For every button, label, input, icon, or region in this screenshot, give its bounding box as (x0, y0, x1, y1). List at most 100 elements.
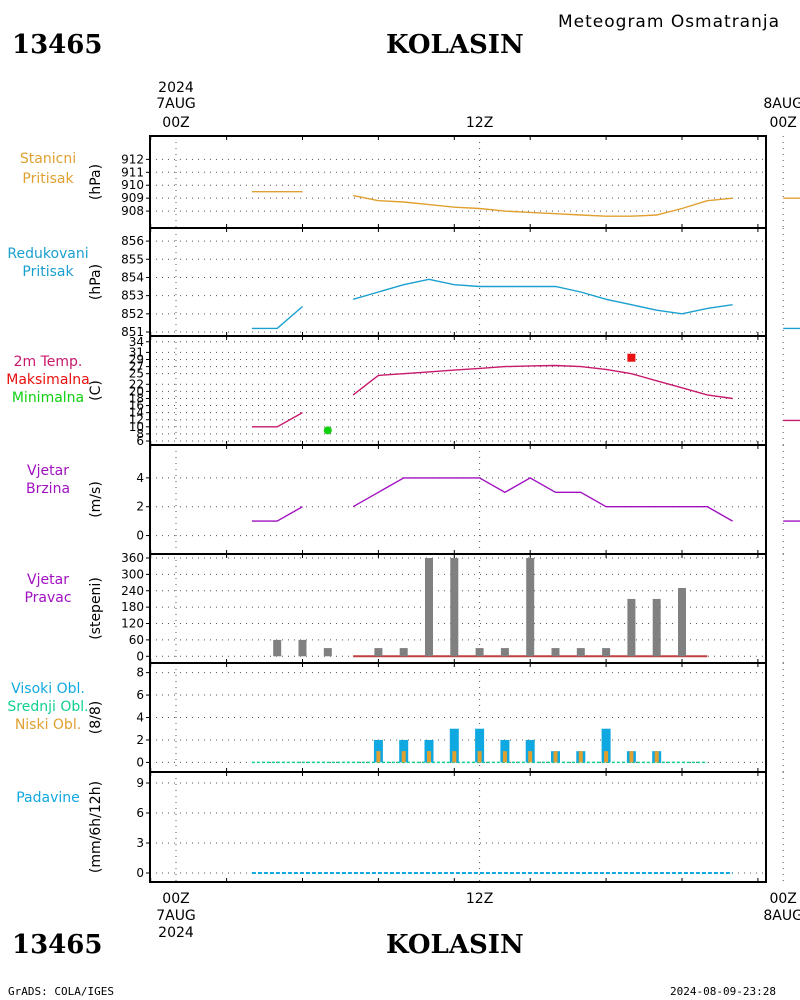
y-tick-label: 16 (129, 399, 144, 413)
bar (323, 648, 332, 657)
panel-label: Vjetar (27, 463, 69, 479)
bar (374, 648, 383, 657)
station-name-top: KOLASIN (386, 30, 524, 60)
low-cloud-bar (578, 751, 583, 763)
bar (450, 558, 459, 657)
low-cloud-bar (502, 751, 507, 763)
y-tick-label: 852 (121, 307, 144, 321)
y-tick-label: 8 (136, 427, 144, 441)
low-cloud-bar (427, 751, 431, 763)
y-tick-label: 12 (129, 413, 144, 427)
y-axis-label: (8/8) (88, 701, 104, 734)
bar (425, 558, 433, 657)
bar (298, 639, 307, 657)
bar (678, 588, 686, 657)
y-tick-label: 0 (136, 529, 144, 543)
bar (273, 639, 282, 657)
bar (475, 648, 484, 657)
y-tick-label: 4 (136, 471, 144, 485)
y-tick-label: 8 (136, 666, 144, 680)
series-line (352, 278, 733, 315)
series-line (783, 197, 800, 199)
time-tick-label-top: 00Z (162, 115, 189, 131)
bar (500, 648, 509, 657)
y-tick-label: 855 (121, 252, 144, 266)
low-cloud-bar (401, 751, 406, 763)
date-label-bottom: 8AUG (763, 908, 800, 924)
y-tick-label: 240 (121, 584, 144, 598)
y-axis-label: (mm/6h/12h) (88, 781, 104, 873)
year-label-top: 2024 (158, 80, 194, 96)
y-tick-label: 3 (136, 836, 144, 850)
y-axis-label: (hPa) (88, 264, 104, 300)
low-cloud-bar (654, 751, 659, 763)
panel-precipitation: 0 3 6 9 (mm/6h/12h) Padavine (16, 771, 784, 883)
y-tick-label: 853 (121, 289, 144, 303)
y-tick-label: 6 (136, 434, 144, 448)
footer-credit: GrADS: COLA/IGES (8, 985, 114, 998)
time-tick-label-bottom: 00Z (162, 891, 189, 907)
y-axis-label: (m/s) (88, 481, 104, 518)
station-id-bottom: 13465 (12, 930, 103, 960)
tmin-marker (323, 426, 332, 435)
panel-label: Srednji Obl. (7, 699, 88, 715)
y-tick-label: 31 (129, 345, 144, 359)
y-tick-label: 851 (121, 325, 144, 339)
panel-frame (149, 771, 767, 883)
y-tick-label: 360 (121, 551, 144, 565)
y-tick-label: 6 (136, 806, 144, 820)
panel-reduced-pressure: 851 852 853 854 855 856 (hPa)Redukovani Pritisa… (7, 227, 800, 339)
panel-label: Pritisak (22, 264, 74, 280)
y-tick-label: 22 (129, 377, 144, 391)
series-line (352, 194, 733, 217)
y-tick-label: 6 (136, 688, 144, 702)
low-cloud-bar (452, 751, 457, 763)
series-line (251, 411, 303, 428)
y-tick-label: 0 (136, 866, 144, 880)
y-tick-label: 18 (129, 391, 144, 405)
panel-frame (149, 135, 767, 229)
bar (627, 598, 636, 657)
series-line (352, 364, 733, 400)
meteogram-chart: 20247AUG8AUG9AUG00Z12Z00Z12Z00Z12Z00Z12Z… (6, 80, 800, 941)
y-axis-label: (C) (88, 380, 104, 401)
y-tick-label: 2 (136, 500, 144, 514)
low-cloud-bar (553, 751, 558, 763)
y-tick-label: 2 (136, 733, 144, 747)
y-tick-label: 856 (121, 234, 144, 248)
high-cloud-bar (601, 728, 611, 763)
y-axis-label: (hPa) (88, 164, 104, 200)
y-tick-label: 180 (121, 600, 144, 614)
y-tick-label: 909 (121, 191, 144, 205)
footer-timestamp: 2024-08-09-23:28 (670, 985, 776, 998)
station-name-bottom: KOLASIN (386, 930, 524, 960)
panel-label: Vjetar (27, 572, 69, 588)
bar (602, 648, 611, 657)
series-line (783, 419, 800, 422)
panel-label: Maksimalna (6, 372, 90, 388)
low-cloud-bar (629, 751, 634, 763)
time-tick-label-bottom: 12Z (466, 891, 493, 907)
date-label-top: 8AUG (763, 96, 800, 112)
bar (652, 598, 661, 657)
y-tick-label: 911 (121, 165, 144, 179)
bar (526, 558, 535, 657)
panel-label: 2m Temp. (14, 354, 83, 370)
year-label-bottom: 2024 (158, 925, 194, 941)
y-tick-label: 120 (121, 617, 144, 631)
low-cloud-bar (477, 751, 482, 763)
y-tick-label: 4 (136, 711, 144, 725)
panel-frame (149, 335, 767, 446)
panel-wind-direction: 0 60 120 180 240 300 360 (stepeni) Vjetar Pravac (24, 551, 784, 664)
time-tick-label-bottom: 00Z (769, 891, 796, 907)
series-line (783, 520, 800, 522)
panel-label: Pritisak (22, 171, 74, 187)
panel-label: Minimalna (12, 390, 84, 406)
panel-label: Pravac (24, 590, 71, 606)
series-line (352, 477, 733, 522)
high-cloud-bar (449, 728, 459, 763)
y-tick-label: 0 (136, 755, 144, 769)
panel-label: Stanicni (20, 151, 76, 167)
series-line (783, 327, 800, 330)
